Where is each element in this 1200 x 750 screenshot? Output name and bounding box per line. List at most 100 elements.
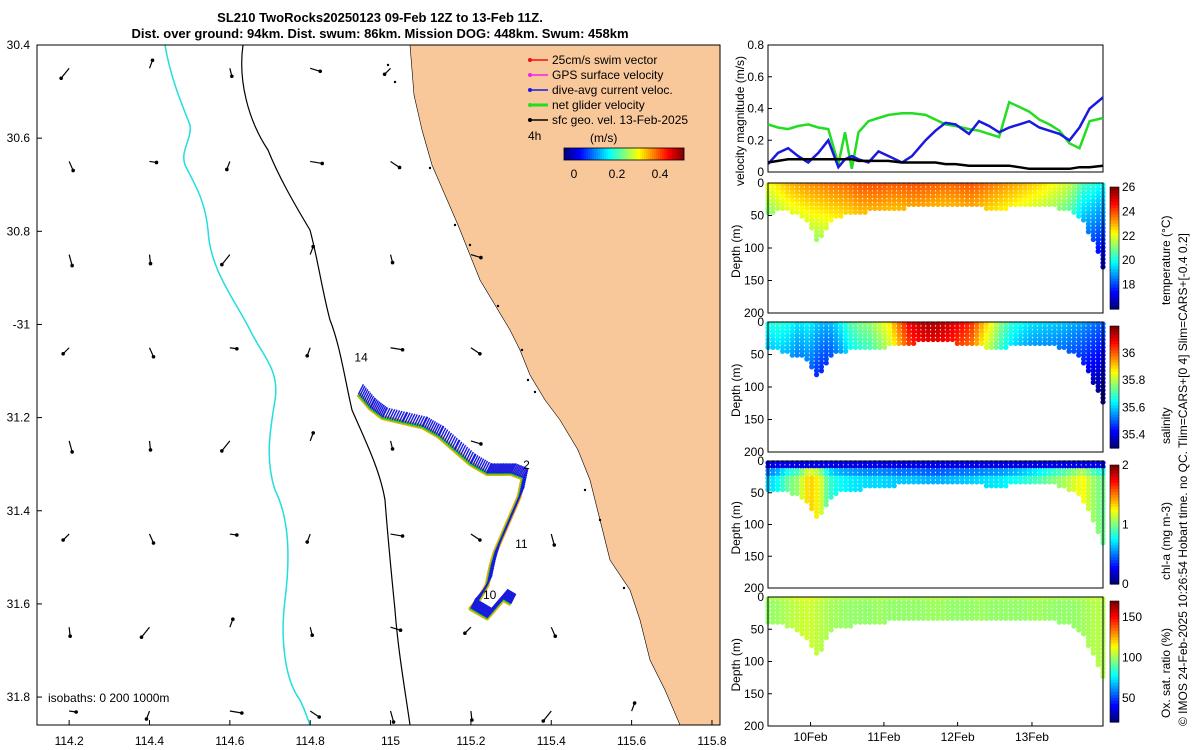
section-data-point — [1095, 506, 1101, 512]
sfc-geo-vel-arrow — [310, 160, 323, 165]
section-data-point — [1003, 321, 1009, 327]
sfc-geo-vel-arrowhead — [225, 167, 229, 172]
section-data-point — [1003, 611, 1009, 618]
section-data-point — [813, 352, 820, 358]
section-data-point — [1013, 600, 1019, 606]
sfc-geo-vel-arrow — [68, 440, 73, 453]
section-colorbar-segment — [1110, 383, 1119, 388]
section-data-point — [998, 333, 1004, 339]
section-data-point — [993, 464, 999, 470]
section-data-point — [949, 600, 956, 606]
section-data-point — [935, 333, 941, 339]
section-data-point — [877, 333, 883, 339]
sfc-geo-vel-arrowhead — [463, 631, 467, 635]
section-data-point — [770, 464, 776, 470]
section-data-point — [789, 483, 795, 489]
sfc-geo-vel-arrow — [68, 254, 73, 266]
section-data-point — [823, 190, 829, 196]
sfc-geo-vel-arrow — [390, 347, 403, 351]
section-data-point — [1080, 600, 1087, 606]
section-data-point — [969, 467, 975, 474]
section-data-point — [857, 329, 863, 335]
section-data-point — [1032, 479, 1038, 485]
section-data-point — [770, 483, 776, 489]
sfc-geo-vel-arrow — [470, 347, 481, 355]
section-data-point — [828, 467, 834, 474]
map-y-tick-label: 31.8 — [7, 690, 31, 704]
section-y-tick-label: 0 — [757, 454, 764, 468]
section-data-point — [886, 467, 892, 474]
section-data-point — [784, 483, 791, 489]
section-data-point — [857, 344, 863, 350]
dive-avg-current-vector — [490, 463, 497, 474]
section-data-point — [1046, 340, 1053, 347]
section-data-point — [881, 460, 888, 466]
section-data-point — [1046, 596, 1053, 602]
dive-avg-current-vector — [458, 443, 465, 454]
section-y-tick-label: 100 — [744, 655, 764, 669]
section-colorbar-segment — [1110, 390, 1119, 394]
section-colorbar-segment — [1110, 703, 1119, 708]
section-data-point — [828, 490, 834, 496]
section-data-point — [809, 475, 815, 481]
section-data-point — [804, 635, 810, 641]
section-data-point — [1042, 467, 1048, 474]
dive-avg-current-vector — [514, 464, 522, 476]
section-data-point — [1095, 525, 1101, 531]
section-data-point — [915, 475, 922, 481]
section-data-point — [770, 325, 776, 331]
map-x-tick-label: 114.4 — [135, 734, 164, 748]
section-data-point — [906, 197, 912, 204]
section-data-point — [1076, 205, 1082, 211]
section-data-point — [823, 611, 829, 618]
section-data-point — [1066, 340, 1072, 347]
sfc-geo-vel-arrowhead — [150, 58, 155, 63]
section-data-point — [983, 344, 990, 350]
section-data-point — [1037, 604, 1043, 610]
section-data-point — [794, 340, 800, 347]
section-data-point — [1022, 194, 1028, 200]
section-data-point — [1085, 321, 1092, 327]
section-data-point — [1056, 596, 1062, 602]
section-data-point — [896, 615, 902, 621]
section-data-point — [794, 344, 800, 350]
section-data-point — [998, 325, 1004, 331]
section-data-point — [813, 619, 820, 625]
section-data-point — [1085, 348, 1092, 354]
section-colorbar-segment — [1110, 572, 1119, 576]
section-data-point — [930, 182, 936, 188]
section-data-point — [789, 615, 795, 621]
section-colorbar-segment — [1110, 465, 1119, 469]
section-data-point — [988, 604, 994, 610]
section-data-point — [809, 483, 815, 489]
dive-avg-current-vector — [453, 439, 460, 450]
section-data-point — [1090, 506, 1096, 512]
dive-avg-current-vector — [481, 460, 489, 472]
section-colorbar-segment — [1110, 362, 1119, 367]
section-data-point — [823, 194, 829, 200]
section-data-point — [804, 197, 810, 204]
dive-avg-current-vector — [483, 605, 490, 617]
section-data-point — [779, 467, 786, 474]
section-data-point — [886, 321, 892, 327]
section-data-point — [949, 186, 956, 192]
section-data-point — [770, 182, 776, 188]
section-data-point — [1046, 321, 1053, 327]
section-data-point — [784, 464, 791, 470]
section-data-point — [940, 325, 946, 331]
section-data-point — [809, 333, 815, 339]
section-colorbar-segment — [1110, 393, 1119, 397]
section-data-point — [920, 471, 926, 477]
section-data-point — [1080, 619, 1087, 625]
section-data-point — [877, 321, 883, 327]
section-data-point — [794, 182, 800, 188]
section-data-point — [838, 321, 844, 327]
section-data-point — [1080, 615, 1087, 621]
section-data-point — [1066, 186, 1072, 192]
section-data-point — [794, 333, 800, 339]
section-data-point — [813, 646, 820, 652]
section-data-point — [901, 190, 907, 196]
section-data-point — [1076, 490, 1082, 496]
dive-avg-current-vector — [502, 588, 509, 600]
